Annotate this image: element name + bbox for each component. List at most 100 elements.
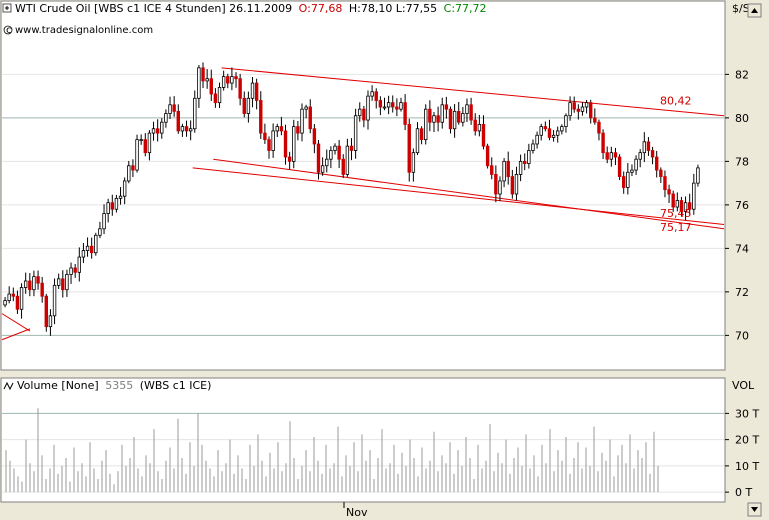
trendline-left-b bbox=[1, 328, 31, 341]
candle-body bbox=[378, 100, 383, 108]
trendlines bbox=[1, 67, 725, 341]
candle-body bbox=[415, 128, 420, 154]
candle-body bbox=[564, 115, 568, 127]
candle-body bbox=[135, 139, 139, 171]
candle-body bbox=[254, 82, 259, 101]
candle-body bbox=[168, 104, 172, 114]
candle-body bbox=[312, 128, 317, 145]
candle-body bbox=[23, 280, 28, 288]
candle-body bbox=[696, 167, 700, 184]
candle-body bbox=[613, 152, 618, 158]
candle-body bbox=[626, 171, 630, 188]
candle-body bbox=[308, 106, 312, 130]
candle-body bbox=[605, 152, 609, 160]
candle-body bbox=[370, 91, 374, 97]
candle-body bbox=[263, 132, 267, 141]
volume-value: 5355 bbox=[105, 379, 133, 392]
candle-body bbox=[671, 193, 675, 208]
candle-body bbox=[259, 100, 263, 134]
candle-body bbox=[465, 104, 469, 114]
candle-body bbox=[275, 126, 279, 132]
volume-tick-label: 30 T bbox=[735, 407, 759, 420]
candle-body bbox=[609, 152, 614, 160]
candle-body bbox=[349, 145, 354, 151]
candle-body bbox=[523, 160, 527, 164]
candle-body bbox=[547, 128, 552, 138]
candle-body bbox=[551, 134, 556, 138]
candle-body bbox=[477, 124, 482, 132]
candle-body bbox=[32, 276, 36, 291]
close-value: C:77,72 bbox=[444, 2, 487, 15]
candle-body bbox=[19, 287, 24, 310]
candle-body bbox=[403, 102, 407, 125]
candle-body bbox=[638, 152, 642, 160]
trendline-left-a bbox=[1, 313, 31, 332]
candle-body bbox=[391, 102, 395, 108]
candle-body bbox=[73, 267, 77, 273]
candle-body bbox=[353, 115, 358, 151]
candle-body bbox=[683, 202, 688, 212]
candle-body bbox=[94, 234, 98, 254]
copyright-icon bbox=[3, 25, 13, 35]
candle-body bbox=[407, 124, 411, 173]
trendline-channel-upper bbox=[221, 67, 725, 117]
candle-body bbox=[580, 106, 585, 112]
candle-body bbox=[543, 126, 548, 130]
candle-body bbox=[634, 158, 638, 171]
volume-bars bbox=[5, 408, 659, 493]
candle-body bbox=[617, 156, 622, 177]
candle-body bbox=[106, 202, 110, 214]
price-axis: 70 72 74 76 78 80 82 bbox=[725, 68, 749, 342]
candle-body bbox=[217, 87, 222, 104]
candle-body bbox=[160, 121, 164, 134]
candle-body bbox=[61, 278, 65, 291]
candle-body bbox=[502, 160, 506, 182]
candle-body bbox=[560, 126, 564, 132]
candle-body bbox=[44, 295, 49, 328]
candle-body bbox=[568, 102, 572, 117]
instrument-label: WTI Crude Oil [WBS c1 ICE 4 Stunden] 26.… bbox=[15, 2, 292, 15]
candle-body bbox=[589, 102, 593, 119]
candle-body bbox=[131, 165, 135, 171]
candle-body bbox=[659, 169, 663, 177]
candle-body bbox=[205, 78, 209, 82]
candle-body bbox=[395, 106, 399, 110]
candle-body bbox=[3, 300, 7, 306]
candle-body bbox=[510, 176, 515, 195]
candle-body bbox=[514, 174, 519, 195]
candle-body bbox=[296, 126, 300, 134]
candle-body bbox=[102, 213, 106, 230]
candle-body bbox=[650, 150, 655, 158]
candle-body bbox=[687, 202, 692, 210]
candle-body bbox=[593, 117, 597, 123]
candle-body bbox=[155, 128, 160, 134]
candle-body bbox=[201, 67, 205, 82]
volume-label: Volume [None] bbox=[17, 379, 99, 392]
price-tick-label: 72 bbox=[735, 286, 749, 299]
website-label: www.tradesignalonline.com bbox=[15, 25, 153, 36]
candle-body bbox=[209, 78, 213, 95]
candle-body bbox=[584, 102, 589, 108]
volume-source: (WBS c1 ICE) bbox=[140, 379, 212, 392]
candle-body bbox=[65, 274, 69, 291]
candle-body bbox=[221, 76, 226, 88]
candle-body bbox=[461, 113, 465, 123]
candle-body bbox=[432, 115, 436, 123]
candle-body bbox=[7, 293, 11, 301]
volume-tick-label: 20 T bbox=[735, 434, 759, 447]
candle-body bbox=[428, 108, 432, 123]
candle-body bbox=[663, 176, 667, 191]
candle-body bbox=[473, 119, 477, 132]
candle-body bbox=[325, 158, 329, 167]
candle-body bbox=[176, 110, 180, 132]
candle-body bbox=[151, 128, 156, 134]
candles bbox=[3, 62, 700, 336]
chart-header: WTI Crude Oil [WBS c1 ICE 4 Stunden] 26.… bbox=[2, 2, 757, 36]
candle-body bbox=[535, 134, 539, 145]
chevron-up-icon bbox=[751, 8, 758, 13]
candle-body bbox=[424, 108, 428, 141]
candle-body bbox=[667, 189, 671, 195]
candle-body bbox=[242, 97, 246, 114]
volume-header: Volume [None] 5355 (WBS c1 ICE) VOL bbox=[3, 379, 755, 392]
